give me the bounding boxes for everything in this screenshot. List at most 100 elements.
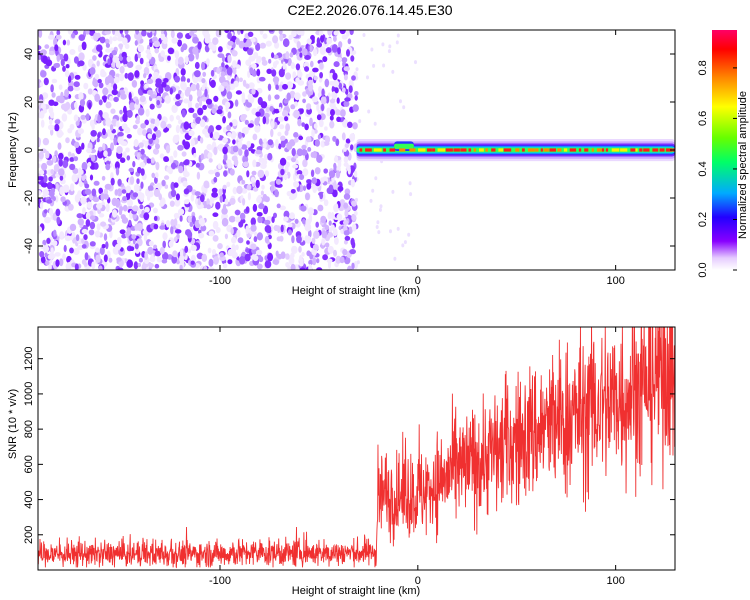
noise-cell [43, 77, 49, 86]
noise-cell [154, 176, 158, 184]
noise-cell [208, 258, 214, 267]
noise-cell [277, 131, 282, 137]
signal-core [635, 148, 638, 152]
noise-cell [96, 137, 100, 143]
noise-cell [223, 153, 228, 162]
signal-core [611, 148, 620, 152]
noise-cell [161, 81, 167, 88]
snr-series-line [38, 327, 675, 569]
noise-cell [59, 258, 64, 267]
noise-cell [46, 237, 51, 244]
noise-cell [169, 114, 174, 122]
noise-cell [201, 61, 205, 71]
noise-cell [176, 32, 183, 39]
noise-cell [82, 64, 87, 71]
signal-core [535, 148, 539, 152]
noise-cell [45, 59, 53, 67]
noise-cell [113, 83, 118, 91]
noise-cell [223, 213, 229, 219]
noise-cell [149, 103, 155, 110]
noise-cell [237, 237, 244, 244]
noise-cell [179, 254, 185, 263]
noise-cell [134, 102, 141, 111]
noise-cell [201, 253, 208, 262]
noise-cell [98, 82, 104, 89]
noise-cell [307, 147, 312, 152]
noise-cell [96, 44, 103, 52]
noise-cell [250, 37, 256, 43]
noise-cell [49, 118, 53, 125]
noise-cell [247, 192, 251, 201]
noise-cell [132, 192, 139, 198]
noise-cell [324, 242, 330, 248]
noise-cell [351, 223, 357, 232]
noise-cell [132, 205, 139, 212]
colorbar-ticks: 0.0 0.2 0.4 0.6 0.8 [697, 60, 737, 278]
noise-cell [81, 228, 88, 234]
noise-cell [55, 208, 61, 217]
noise-cell [226, 91, 233, 100]
noise-cell [270, 185, 275, 194]
noise-cell [121, 51, 127, 58]
noise-cell [168, 240, 174, 248]
noise-cell [238, 148, 243, 156]
noise-cell [300, 205, 307, 212]
noise-cell [393, 256, 397, 261]
noise-cell [62, 159, 69, 169]
noise-cell [48, 99, 55, 106]
noise-cell [288, 34, 293, 41]
noise-cell [208, 169, 215, 175]
noise-cell [116, 257, 122, 262]
noise-cell [347, 121, 353, 128]
noise-cell [161, 179, 166, 187]
noise-cell [133, 261, 139, 270]
noise-cell [102, 87, 109, 96]
noise-cell [141, 30, 147, 37]
noise-cell [201, 78, 206, 84]
noise-cell [53, 164, 60, 172]
noise-cell [251, 170, 257, 176]
noise-cell [178, 90, 182, 95]
y-tick-label: 40 [23, 48, 35, 60]
noise-cell [115, 167, 120, 176]
noise-cell [110, 177, 115, 186]
noise-cell [330, 212, 335, 221]
noise-cell [64, 89, 70, 98]
noise-cell [48, 263, 52, 270]
noise-cell [287, 264, 291, 270]
noise-cell [122, 196, 128, 202]
noise-cell [224, 233, 228, 240]
noise-cell [211, 187, 218, 193]
noise-cell [379, 207, 382, 212]
noise-cell [58, 152, 64, 160]
signal-core [563, 148, 568, 152]
noise-cell [210, 69, 215, 77]
noise-cell [80, 196, 87, 205]
noise-cell [245, 206, 250, 213]
noise-cell [216, 109, 223, 115]
noise-cell [207, 127, 212, 134]
noise-cell [346, 30, 350, 37]
noise-cell [173, 182, 179, 188]
noise-cell [111, 50, 118, 56]
noise-cell [399, 99, 402, 104]
noise-cell [230, 227, 234, 235]
noise-cell [265, 117, 270, 125]
noise-cell [147, 30, 151, 33]
noise-cell [222, 137, 229, 144]
noise-cell [308, 229, 312, 238]
noise-cell [328, 220, 332, 226]
noise-cell [69, 123, 75, 131]
noise-cell [234, 99, 239, 107]
noise-cell [128, 91, 132, 101]
noise-cell [311, 129, 315, 138]
noise-cell [268, 58, 272, 64]
noise-cell [151, 172, 155, 178]
signal-core [409, 148, 416, 152]
noise-cell [145, 188, 149, 197]
noise-cell [282, 83, 288, 90]
noise-cell [302, 98, 306, 104]
noise-cell [69, 163, 76, 171]
noise-cell [227, 132, 232, 137]
noise-cell [112, 56, 120, 63]
